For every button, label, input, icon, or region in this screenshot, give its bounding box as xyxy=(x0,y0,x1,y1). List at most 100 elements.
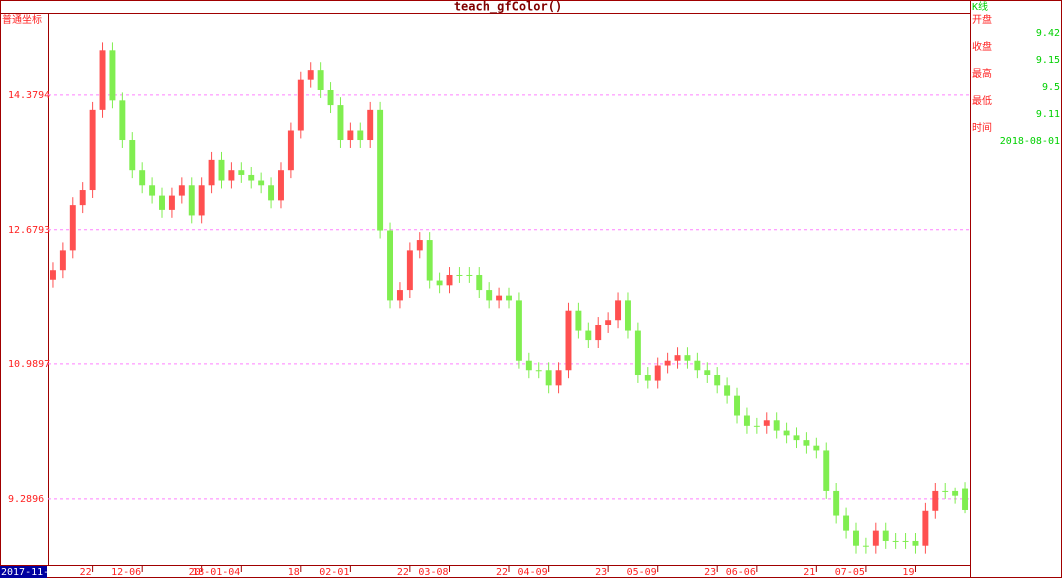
candle-body xyxy=(515,300,522,361)
candle-body xyxy=(853,530,859,546)
candle-body xyxy=(773,420,780,431)
x-tick-label: 2017-11-08 xyxy=(1,567,61,578)
candle-body xyxy=(753,425,760,427)
candle-body xyxy=(545,370,552,386)
candle-body xyxy=(694,360,701,371)
candle-body xyxy=(327,90,334,106)
candle-body xyxy=(724,385,731,396)
candle-body xyxy=(367,109,374,141)
candle-body xyxy=(525,360,532,371)
info-label: 最高 xyxy=(972,67,992,80)
x-tick-label: 22 xyxy=(397,567,409,578)
axis-mode: 普通坐标 xyxy=(2,13,42,26)
info-value: 2018-08-01 xyxy=(1000,136,1060,147)
candle-body xyxy=(69,205,76,251)
candle-body xyxy=(129,140,136,171)
y-tick-label: 14.3794 xyxy=(8,90,50,101)
candle-body xyxy=(932,490,939,511)
candle-body xyxy=(347,130,354,141)
info-value: 9.11 xyxy=(1036,109,1060,120)
candle-body xyxy=(436,280,443,286)
candle-body xyxy=(743,415,750,426)
candle-body xyxy=(962,488,969,510)
candle-body xyxy=(198,185,205,216)
candle-body xyxy=(159,195,165,210)
candle-body xyxy=(535,370,542,372)
candle-body xyxy=(337,105,344,141)
candle-body xyxy=(396,290,403,301)
x-tick-label: 06-06 xyxy=(726,567,756,578)
candle-body xyxy=(506,295,512,301)
candle-body xyxy=(714,375,721,386)
info-value: 9.5 xyxy=(1042,82,1060,93)
candle-body xyxy=(912,540,919,546)
candle-body xyxy=(555,370,562,386)
x-tick-label: 18 xyxy=(288,567,300,578)
candle-body xyxy=(595,325,602,341)
candle-body xyxy=(238,170,245,175)
candle-body xyxy=(565,310,572,371)
candle-body xyxy=(843,515,850,531)
candle-body xyxy=(644,375,651,381)
candle-body xyxy=(139,170,146,186)
x-tick-label: 04-09 xyxy=(518,567,548,578)
x-tick-label: 07-05 xyxy=(835,567,865,578)
x-tick-label: 20 xyxy=(189,567,201,578)
candle-body xyxy=(684,355,691,361)
candle-body xyxy=(634,330,641,376)
candle-body xyxy=(605,320,612,326)
candle-body xyxy=(585,330,592,341)
x-label-highlight xyxy=(0,566,47,578)
x-tick-label: 03-08 xyxy=(418,567,448,578)
x-tick-label: 23 xyxy=(595,567,607,578)
candle-body xyxy=(496,295,503,301)
candle-body xyxy=(208,159,215,186)
candle-body xyxy=(248,174,255,181)
x-tick-label: 22 xyxy=(80,567,92,578)
candle-body xyxy=(119,100,126,141)
candle-body xyxy=(486,290,493,301)
candle-body xyxy=(763,420,770,426)
candle-body xyxy=(317,70,324,91)
candle-body xyxy=(357,130,364,141)
candle-body xyxy=(387,230,394,301)
chart-title: teach_gfColor() xyxy=(454,0,562,15)
candle-body xyxy=(406,250,413,291)
candle-body xyxy=(664,360,671,366)
y-tick-label: 10.9897 xyxy=(8,359,50,370)
info-label: 开盘 xyxy=(972,13,992,26)
y-tick-label: 12.6793 xyxy=(8,225,50,236)
info-label: 收盘 xyxy=(972,40,992,53)
candle-body xyxy=(307,70,314,80)
x-tick-label: 23 xyxy=(704,567,716,578)
candle-body xyxy=(624,300,631,331)
candle-body xyxy=(704,370,711,376)
info-label: 时间 xyxy=(972,121,992,134)
candle-body xyxy=(377,109,384,231)
candle-body xyxy=(803,440,810,446)
candle-body xyxy=(59,250,66,271)
info-value: 9.15 xyxy=(1036,55,1060,66)
info-title: K线 xyxy=(972,0,988,13)
candle-body xyxy=(902,540,909,542)
x-tick-label: 18-01-04 xyxy=(192,567,240,578)
candle-body xyxy=(268,185,275,201)
candle-body xyxy=(823,450,830,491)
candle-body xyxy=(89,109,96,191)
candle-body xyxy=(793,435,800,441)
candle-body xyxy=(188,185,195,216)
candle-body xyxy=(872,530,879,546)
candle-body xyxy=(833,490,840,516)
x-tick-label: 21 xyxy=(803,567,815,578)
y-tick-label: 9.2896 xyxy=(8,494,44,505)
x-tick-label: 22 xyxy=(496,567,508,578)
candle-body xyxy=(734,395,740,416)
candle-body xyxy=(813,445,820,451)
candle-body xyxy=(674,355,681,361)
candle-body xyxy=(922,510,929,546)
candle-body xyxy=(228,170,235,181)
x-tick-label: 19 xyxy=(902,567,914,578)
candle-body xyxy=(942,490,949,492)
candle-body xyxy=(882,530,889,541)
